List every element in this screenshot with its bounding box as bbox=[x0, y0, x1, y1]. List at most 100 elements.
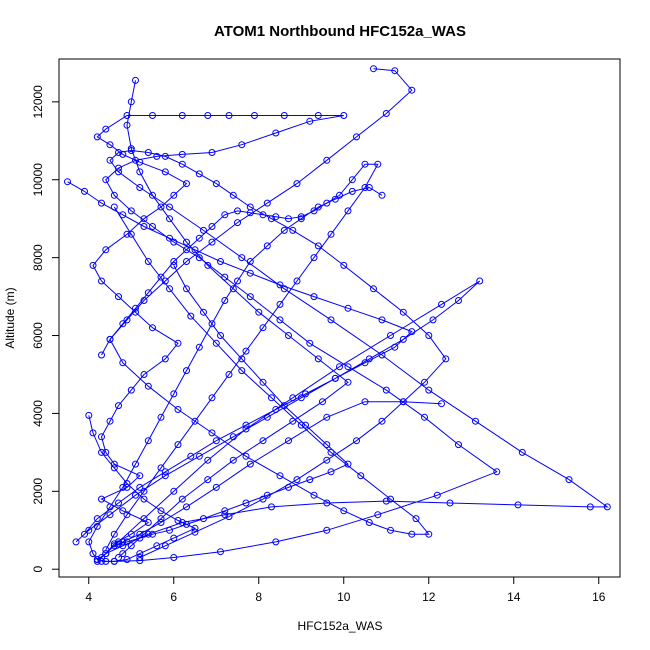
data-point bbox=[127, 145, 135, 153]
data-point bbox=[102, 246, 110, 254]
data-point bbox=[115, 402, 122, 410]
data-point bbox=[110, 203, 118, 211]
data-point bbox=[136, 483, 144, 491]
data-point bbox=[178, 495, 186, 503]
data-point bbox=[119, 550, 127, 558]
data-point bbox=[246, 258, 254, 265]
data-point bbox=[344, 460, 352, 468]
data-point bbox=[425, 386, 433, 394]
data-point bbox=[310, 254, 318, 262]
series-7 bbox=[110, 261, 445, 550]
data-point bbox=[98, 448, 105, 456]
data-point bbox=[289, 417, 297, 425]
data-point bbox=[136, 168, 144, 176]
data-point bbox=[306, 339, 314, 347]
data-point bbox=[455, 441, 462, 449]
data-point bbox=[221, 297, 229, 304]
data-point bbox=[93, 133, 101, 141]
data-point bbox=[64, 178, 71, 186]
data-point bbox=[251, 112, 258, 119]
data-point bbox=[149, 223, 156, 230]
data-point bbox=[136, 158, 144, 166]
data-point bbox=[280, 112, 288, 119]
data-point bbox=[195, 452, 203, 460]
series-line bbox=[114, 265, 442, 547]
data-point bbox=[153, 542, 161, 550]
data-point bbox=[263, 491, 271, 499]
x-tick-label: 12 bbox=[422, 590, 436, 604]
y-tick-label: 6000 bbox=[31, 322, 45, 349]
series-6 bbox=[98, 160, 382, 554]
data-point bbox=[161, 472, 169, 480]
data-point bbox=[132, 156, 139, 164]
data-point bbox=[191, 246, 199, 254]
data-point bbox=[119, 320, 127, 328]
data-point bbox=[136, 554, 144, 561]
data-point bbox=[314, 242, 322, 250]
data-point bbox=[102, 176, 110, 184]
data-point bbox=[140, 495, 148, 503]
data-point bbox=[123, 230, 131, 238]
data-point bbox=[123, 556, 131, 563]
data-point bbox=[344, 207, 352, 215]
data-point bbox=[289, 394, 297, 402]
data-point bbox=[221, 511, 229, 519]
data-point bbox=[285, 437, 292, 445]
data-point bbox=[433, 491, 441, 499]
data-point bbox=[170, 261, 178, 269]
data-point bbox=[221, 507, 229, 515]
data-point bbox=[123, 112, 131, 119]
data-point bbox=[161, 355, 169, 363]
data-point bbox=[89, 429, 97, 437]
data-point bbox=[170, 534, 178, 542]
data-point bbox=[144, 289, 152, 297]
data-point bbox=[382, 110, 390, 117]
data-point bbox=[157, 203, 165, 211]
data-point bbox=[127, 386, 135, 394]
data-point bbox=[276, 472, 284, 480]
data-point bbox=[217, 548, 224, 556]
data-point bbox=[115, 293, 122, 301]
series-line bbox=[118, 80, 349, 558]
x-tick-label: 8 bbox=[255, 590, 262, 604]
data-point bbox=[115, 149, 122, 156]
data-point bbox=[195, 343, 203, 351]
data-point bbox=[246, 209, 254, 217]
data-point bbox=[327, 448, 335, 456]
data-point bbox=[136, 530, 144, 538]
series-line bbox=[97, 149, 609, 560]
data-point bbox=[127, 530, 135, 538]
data-point bbox=[140, 223, 148, 230]
data-point bbox=[127, 230, 135, 238]
data-point bbox=[378, 417, 386, 425]
data-point bbox=[174, 441, 182, 449]
data-point bbox=[132, 304, 139, 312]
data-point bbox=[493, 468, 501, 476]
data-point bbox=[110, 557, 118, 565]
data-point bbox=[246, 293, 254, 301]
data-point bbox=[161, 168, 169, 176]
data-point bbox=[166, 285, 173, 293]
data-point bbox=[119, 211, 127, 219]
data-point bbox=[123, 316, 131, 324]
data-point bbox=[344, 363, 352, 371]
data-point bbox=[408, 530, 416, 538]
data-point bbox=[272, 129, 280, 137]
data-point bbox=[327, 230, 335, 238]
data-point bbox=[438, 300, 445, 308]
data-point bbox=[276, 316, 284, 324]
data-point bbox=[140, 487, 148, 495]
data-point bbox=[204, 456, 212, 464]
data-point bbox=[157, 413, 165, 421]
data-point bbox=[365, 184, 373, 191]
data-point bbox=[208, 320, 216, 328]
data-point bbox=[110, 530, 118, 538]
data-point bbox=[127, 207, 135, 215]
data-point bbox=[280, 226, 288, 234]
data-point bbox=[102, 550, 110, 558]
data-point bbox=[421, 413, 428, 421]
data-point bbox=[115, 540, 122, 548]
data-point bbox=[144, 519, 152, 526]
data-point bbox=[268, 394, 275, 402]
data-point bbox=[132, 460, 139, 468]
